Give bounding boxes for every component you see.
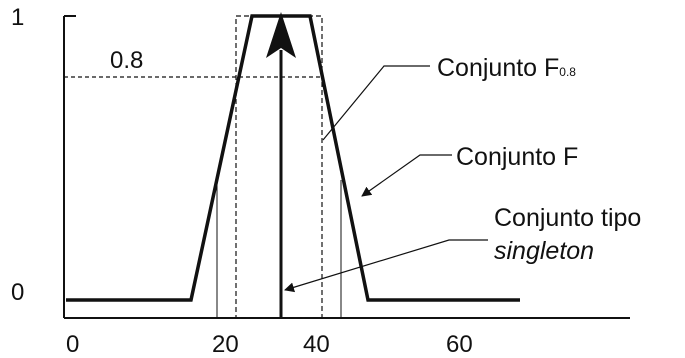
alpha-cut-label: 0.8: [110, 47, 143, 74]
singleton-label-line2: singleton: [494, 237, 594, 265]
y-tick-label-1: 1: [11, 4, 24, 31]
y-tick-label-0: 0: [11, 279, 24, 306]
pointer-set-f: [361, 154, 452, 197]
pointer-singleton: [284, 239, 488, 293]
x-tick-label-40: 40: [303, 331, 330, 358]
pointer-cut-set: [322, 65, 430, 141]
cut-set-label-main: Conjunto F: [437, 54, 559, 82]
cut-set-label: Conjunto F0.8: [437, 54, 576, 82]
x-tick-label-60: 60: [446, 331, 473, 358]
set-f-label: Conjunto F: [456, 143, 578, 171]
x-tick-label-20: 20: [212, 331, 239, 358]
cut-set-label-subscript: 0.8: [559, 65, 576, 79]
cut-set-dashed-box: [235, 15, 323, 319]
singleton-label-line1: Conjunto tipo: [494, 204, 641, 232]
singleton-arrowhead: [266, 12, 296, 58]
x-tick-label-0: 0: [66, 331, 79, 358]
